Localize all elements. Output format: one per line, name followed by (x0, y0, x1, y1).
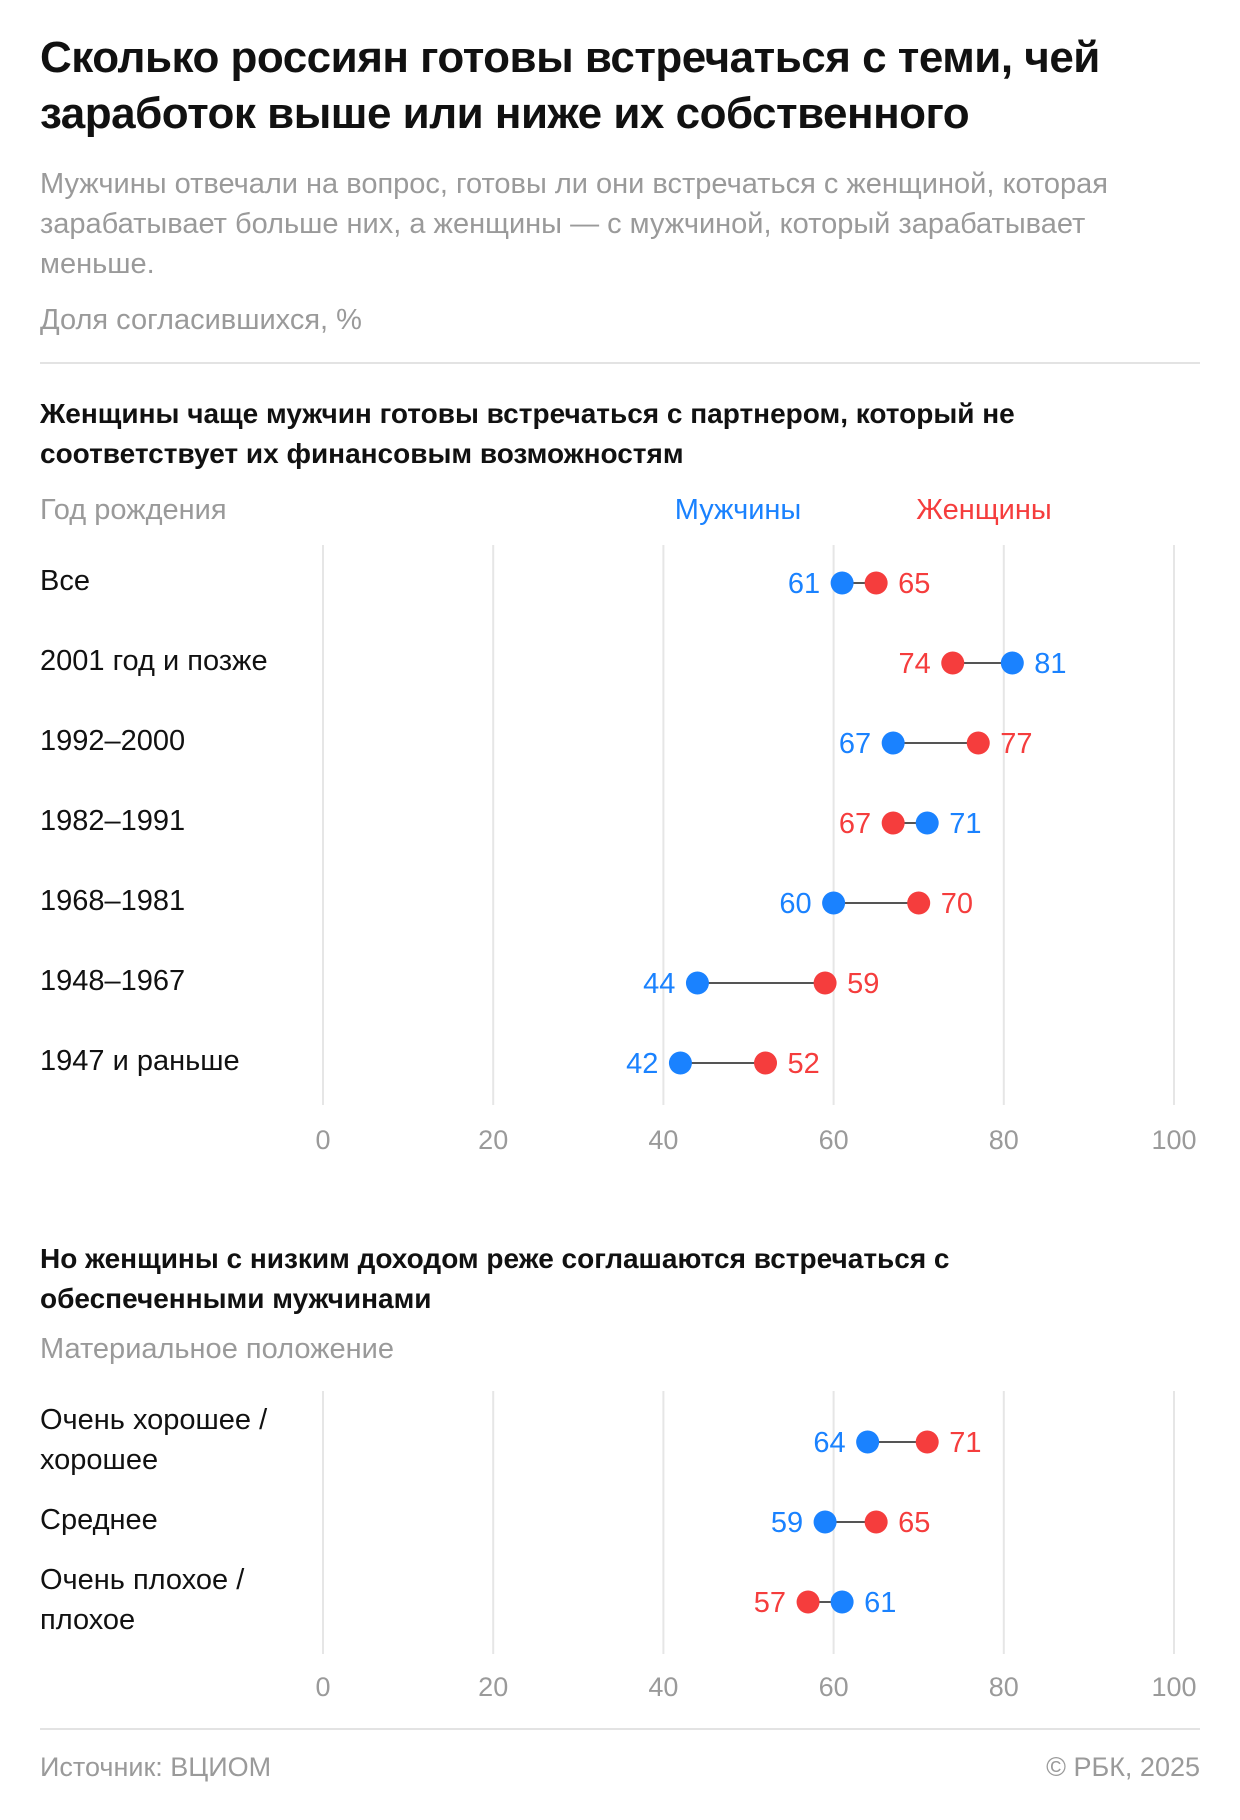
women-dot (754, 1051, 778, 1075)
women-dot (966, 731, 990, 755)
category-label: 1948–1967 (40, 965, 186, 997)
men-value-label: 59 (771, 1507, 803, 1539)
men-value-label: 67 (839, 728, 871, 760)
men-dot (1000, 651, 1024, 675)
women-dot (864, 1510, 888, 1534)
men-value-label: 44 (643, 968, 675, 1000)
men-dot (822, 891, 846, 915)
men-value-label: 61 (788, 568, 820, 600)
men-dot (830, 1590, 854, 1614)
category-label: Очень плохое / плохое (40, 1564, 245, 1636)
men-dot (813, 1510, 837, 1534)
men-value-label: 81 (1034, 648, 1066, 680)
women-value-label: 77 (1000, 728, 1032, 760)
x-tick-label: 60 (819, 1125, 849, 1155)
x-tick-label: 0 (315, 1672, 330, 1702)
women-value-label: 52 (788, 1048, 820, 1080)
women-dot (864, 571, 888, 595)
women-value-label: 65 (898, 1507, 930, 1539)
men-value-label: 60 (779, 888, 811, 920)
men-value-label: 71 (949, 808, 981, 840)
category-label: 1947 и раньше (40, 1045, 240, 1077)
unit-label: Доля согласившихся, % (40, 304, 362, 336)
men-value-label: 64 (813, 1427, 845, 1459)
x-tick-label: 100 (1151, 1672, 1196, 1702)
subtitle: Мужчины отвечали на вопрос, готовы ли он… (40, 168, 1109, 280)
women-dot (881, 811, 905, 835)
category-label: 2001 год и позже (40, 645, 268, 677)
x-tick-label: 40 (648, 1672, 678, 1702)
men-dot (830, 571, 854, 595)
source: Источник: ВЦИОМ (40, 1752, 272, 1782)
men-dot (915, 811, 939, 835)
women-value-label: 74 (898, 648, 930, 680)
women-value-label: 57 (754, 1587, 786, 1619)
x-tick-label: 20 (478, 1125, 508, 1155)
men-dot (856, 1430, 880, 1454)
chart1-title: Женщины чаще мужчин готовы встречаться с… (40, 398, 1015, 469)
men-value-label: 61 (864, 1587, 896, 1619)
page-title: Сколько россиян готовы встречаться с тем… (40, 33, 1100, 138)
x-tick-label: 80 (989, 1672, 1019, 1702)
category-label: 1992–2000 (40, 725, 186, 757)
divider (40, 362, 1200, 364)
x-tick-label: 0 (315, 1125, 330, 1155)
men-dot (881, 731, 905, 755)
chart2-category-title: Материальное положение (40, 1333, 394, 1365)
women-dot (796, 1590, 820, 1614)
women-value-label: 59 (847, 968, 879, 1000)
chart2-title: Но женщины с низким доходом реже соглаша… (40, 1243, 950, 1314)
chart1-category-title: Год рождения (40, 494, 227, 526)
men-value-label: 42 (626, 1048, 658, 1080)
category-label: Очень хорошее / хорошее (40, 1404, 268, 1476)
men-dot (668, 1051, 692, 1075)
women-value-label: 65 (898, 568, 930, 600)
women-value-label: 70 (941, 888, 973, 920)
women-value-label: 67 (839, 808, 871, 840)
copyright: © РБК, 2025 (1046, 1752, 1200, 1782)
x-tick-label: 40 (648, 1125, 678, 1155)
women-dot (941, 651, 965, 675)
x-tick-label: 100 (1151, 1125, 1196, 1155)
women-dot (813, 971, 837, 995)
legend-men: Мужчины (674, 494, 802, 526)
category-label: 1982–1991 (40, 805, 186, 837)
women-dot (907, 891, 931, 915)
x-tick-label: 20 (478, 1672, 508, 1702)
men-dot (685, 971, 709, 995)
legend-women: Женщины (916, 494, 1052, 526)
category-label: Все (40, 565, 90, 597)
x-tick-label: 60 (819, 1672, 849, 1702)
x-tick-label: 80 (989, 1125, 1019, 1155)
category-label: Среднее (40, 1504, 158, 1536)
women-value-label: 71 (949, 1427, 981, 1459)
category-label: 1968–1981 (40, 885, 186, 917)
divider (40, 1728, 1200, 1730)
women-dot (915, 1430, 939, 1454)
